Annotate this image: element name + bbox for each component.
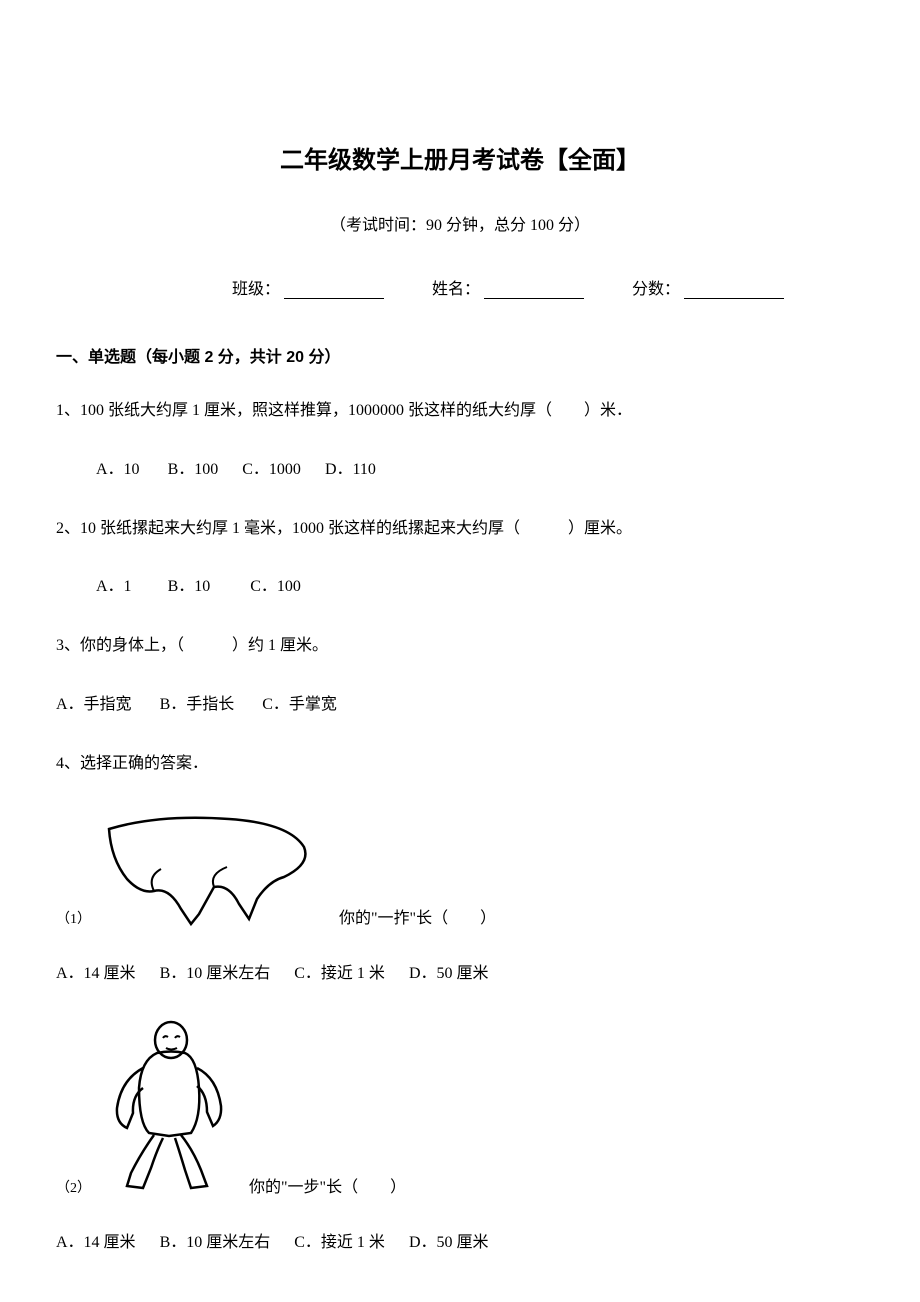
name-label: 姓名： — [432, 275, 480, 299]
question-4-sub-2-options: A．14 厘米 B．10 厘米左右 C．接近 1 米 D．50 厘米 — [56, 1229, 864, 1258]
score-blank[interactable] — [684, 281, 784, 299]
question-2-options: A．1 B．10 C．100 — [56, 573, 864, 602]
exam-subtitle: （考试时间：90 分钟，总分 100 分） — [56, 211, 864, 235]
question-1-options: A．10 B．100 C．1000 D．110 — [56, 456, 864, 485]
person-step-icon — [99, 1018, 229, 1203]
q3-option-b[interactable]: B．手指长 — [160, 696, 235, 713]
question-4-sub-2: （2） 你的"一步"长（ ） — [56, 1018, 864, 1203]
q1-option-d[interactable]: D．110 — [325, 461, 376, 478]
q4s1-option-b[interactable]: B．10 厘米左右 — [160, 965, 271, 982]
score-label: 分数： — [632, 275, 680, 299]
question-3: 3、你的身体上，（ ）约 1 厘米。 — [56, 632, 864, 661]
student-info-line: 班级： 姓名： 分数： — [56, 275, 864, 299]
exam-title: 二年级数学上册月考试卷【全面】 — [56, 140, 864, 175]
question-4-sub-1-options: A．14 厘米 B．10 厘米左右 C．接近 1 米 D．50 厘米 — [56, 960, 864, 989]
question-2: 2、10 张纸摞起来大约厚 1 毫米，1000 张这样的纸摞起来大约厚（ ）厘米… — [56, 515, 864, 544]
q4s2-option-c[interactable]: C．接近 1 米 — [294, 1234, 385, 1251]
q4-sub2-text: 你的"一步"长（ ） — [249, 1173, 406, 1203]
q4s2-option-d[interactable]: D．50 厘米 — [409, 1234, 489, 1251]
question-3-options: A．手指宽 B．手指长 C．手掌宽 — [56, 691, 864, 720]
q1-option-c[interactable]: C．1000 — [242, 461, 301, 478]
q3-option-c[interactable]: C．手掌宽 — [262, 696, 337, 713]
name-blank[interactable] — [484, 281, 584, 299]
question-4: 4、选择正确的答案． — [56, 750, 864, 779]
question-4-sub-1: （1） 你的"一拃"长（ ） — [56, 809, 864, 934]
q2-option-b[interactable]: B．10 — [168, 578, 211, 595]
q4-sub2-num: （2） — [56, 1177, 91, 1203]
q3-option-a[interactable]: A．手指宽 — [56, 696, 132, 713]
q4-sub1-text: 你的"一拃"长（ ） — [339, 904, 496, 934]
q1-option-b[interactable]: B．100 — [168, 461, 219, 478]
q4s1-option-a[interactable]: A．14 厘米 — [56, 965, 136, 982]
question-1: 1、100 张纸大约厚 1 厘米，照这样推算，1000000 张这样的纸大约厚（… — [56, 397, 864, 426]
q4s1-option-c[interactable]: C．接近 1 米 — [294, 965, 385, 982]
q4s2-option-b[interactable]: B．10 厘米左右 — [160, 1234, 271, 1251]
q2-option-c[interactable]: C．100 — [250, 578, 301, 595]
class-blank[interactable] — [284, 281, 384, 299]
q2-option-a[interactable]: A．1 — [96, 578, 132, 595]
q4-sub1-num: （1） — [56, 908, 91, 934]
section-1-header: 一、单选题（每小题 2 分，共计 20 分） — [56, 343, 864, 367]
q4s1-option-d[interactable]: D．50 厘米 — [409, 965, 489, 982]
q4s2-option-a[interactable]: A．14 厘米 — [56, 1234, 136, 1251]
q1-option-a[interactable]: A．10 — [96, 461, 140, 478]
class-label: 班级： — [232, 275, 280, 299]
hand-span-icon — [99, 809, 319, 934]
